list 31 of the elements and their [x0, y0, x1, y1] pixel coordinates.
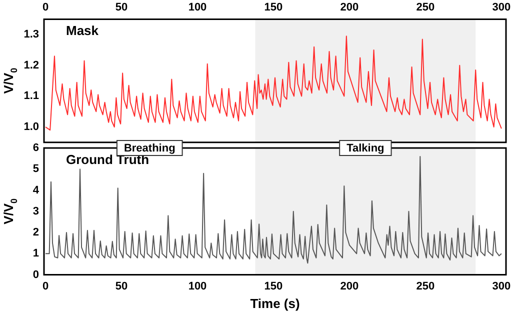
- x-tick-label: 300: [492, 2, 511, 14]
- y-tick-label: 1.2: [24, 59, 39, 72]
- y-tick-label: 4: [32, 184, 40, 196]
- annotation: Breathing: [124, 142, 176, 155]
- y-tick-label: 1: [32, 248, 39, 260]
- x-tick-label: 50: [115, 2, 128, 14]
- band-label: Talking: [346, 142, 384, 155]
- x-tick-label: 200: [340, 2, 359, 14]
- x-tick-label: 250: [416, 280, 435, 292]
- y-tick-label: 1.3: [24, 28, 39, 41]
- chart-title: Mask: [66, 23, 100, 38]
- x-tick-label: 100: [188, 2, 207, 14]
- x-axis-title: Time (s): [250, 296, 300, 311]
- y-tick-label: 5: [32, 163, 39, 176]
- y-tick-label: 0: [32, 268, 39, 281]
- x-tick-label: 100: [188, 280, 207, 292]
- x-tick-label: 200: [340, 280, 359, 292]
- y-tick-label: 1.1: [24, 90, 39, 102]
- x-tick-label: 150: [264, 2, 283, 14]
- y-axis-title: V/V0: [1, 68, 19, 94]
- x-tick-label: 50: [115, 280, 128, 292]
- x-tick-label: 0: [42, 2, 49, 14]
- y-axis-title: V/V0: [1, 198, 19, 224]
- x-tick-label: 250: [416, 2, 435, 14]
- y-tick-label: 3: [32, 205, 39, 218]
- x-tick-label: 0: [42, 280, 49, 292]
- x-tick-label: 150: [264, 280, 283, 292]
- y-tick-label: 1.0: [24, 121, 39, 134]
- y-tick-label: 2: [32, 226, 39, 239]
- y-tick-label: 6: [32, 142, 39, 154]
- x-tick-label: 300: [492, 280, 511, 292]
